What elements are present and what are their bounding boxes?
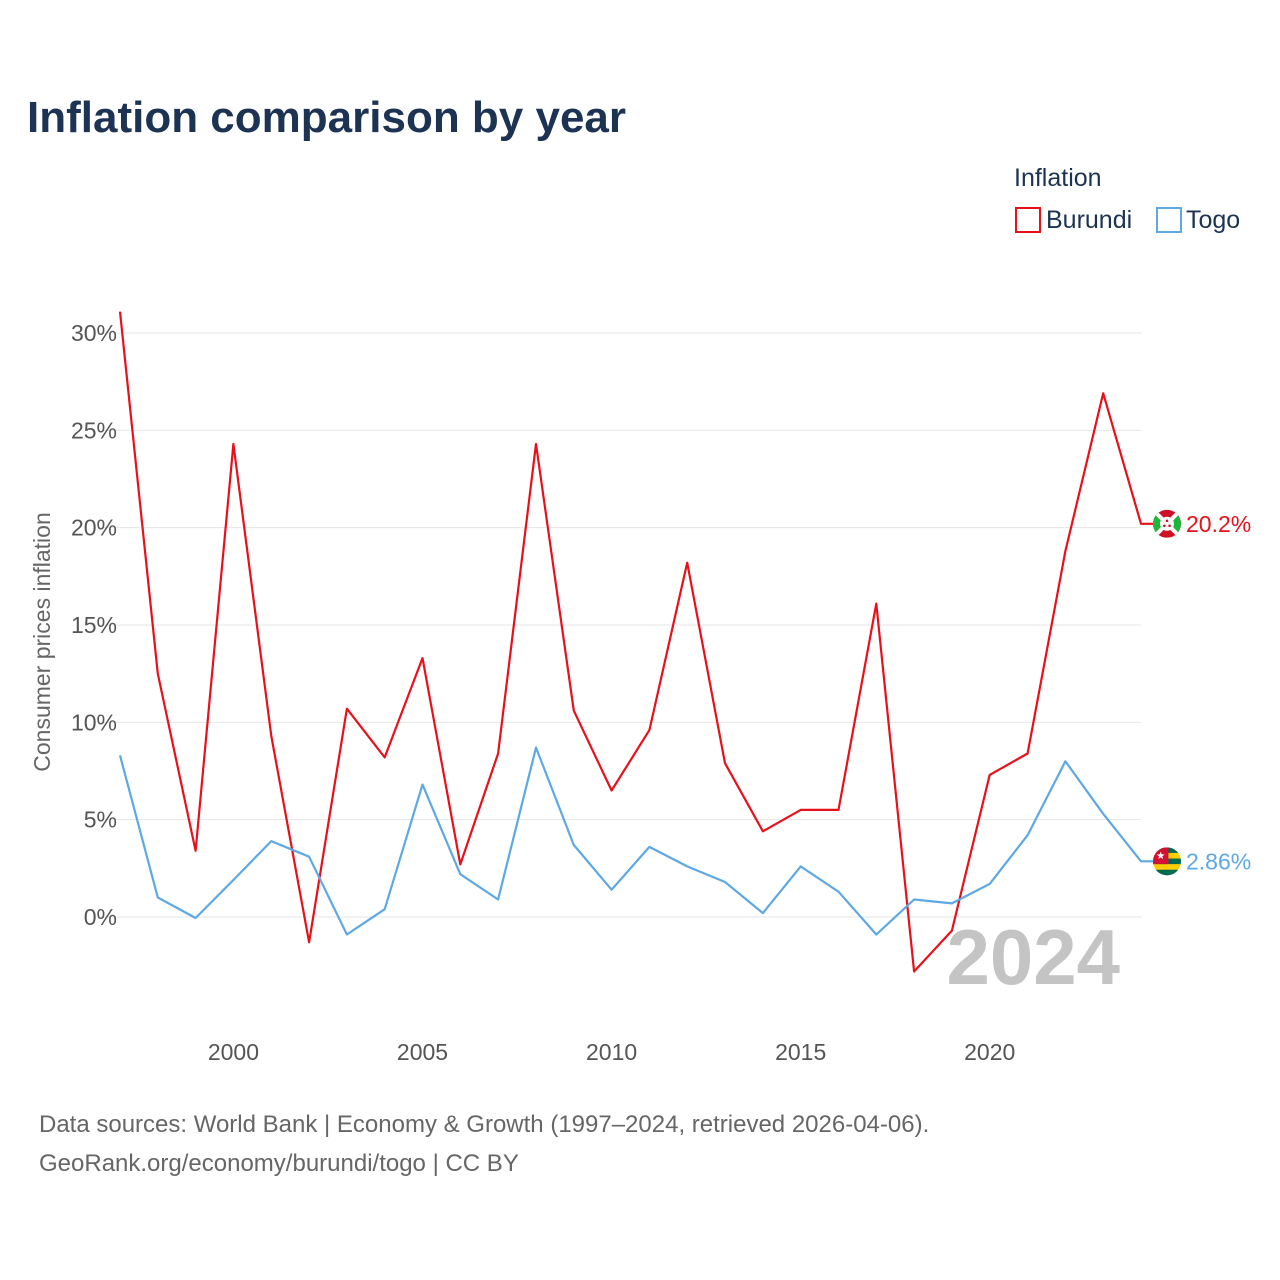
end-label-togo: 2.86% (1186, 848, 1251, 874)
series-end-labels: 20.2% 2.86% (1153, 509, 1251, 876)
series-line-burundi[interactable] (118, 311, 1153, 973)
y-axis-label: Consumer prices inflation (29, 512, 55, 772)
series-line-togo[interactable] (118, 746, 1153, 936)
y-tick-label: 5% (84, 807, 117, 833)
chart-title: Inflation comparison by year (27, 93, 626, 142)
y-tick-label: 15% (71, 612, 117, 638)
y-tick-label: 20% (71, 515, 117, 541)
y-axis-ticks: 0% 5% 10% 15% 20% 25% 30% (71, 320, 117, 930)
togo-flag-icon (1153, 847, 1181, 876)
legend-item-burundi[interactable]: Burundi (1015, 206, 1132, 234)
legend-label-togo: Togo (1186, 206, 1240, 234)
source-line-1: Data sources: World Bank | Economy & Gro… (39, 1111, 929, 1138)
year-watermark: 2024 (946, 913, 1120, 1001)
x-axis-ticks: 2000 2005 2010 2015 2020 (208, 1039, 1015, 1065)
burundi-flag-icon (1153, 509, 1181, 538)
source-line-2: GeoRank.org/economy/burundi/togo | CC BY (39, 1150, 519, 1177)
y-tick-label: 30% (71, 320, 117, 346)
legend-title: Inflation (1014, 164, 1102, 192)
legend: Inflation Burundi Togo (1014, 164, 1240, 234)
y-tick-label: 10% (71, 709, 117, 735)
legend-swatch-burundi (1015, 207, 1041, 233)
legend-swatch-togo (1156, 207, 1182, 233)
y-tick-label: 0% (84, 904, 117, 930)
y-tick-label: 25% (71, 417, 117, 443)
x-tick-label: 2000 (208, 1039, 259, 1065)
x-tick-label: 2015 (775, 1039, 826, 1065)
x-tick-label: 2020 (964, 1039, 1015, 1065)
legend-label-burundi: Burundi (1046, 206, 1132, 234)
end-label-burundi: 20.2% (1186, 511, 1251, 537)
x-tick-label: 2010 (586, 1039, 637, 1065)
legend-item-togo[interactable]: Togo (1156, 206, 1240, 234)
gridlines (98, 332, 1141, 918)
x-tick-label: 2005 (397, 1039, 448, 1065)
series-lines (118, 311, 1153, 973)
